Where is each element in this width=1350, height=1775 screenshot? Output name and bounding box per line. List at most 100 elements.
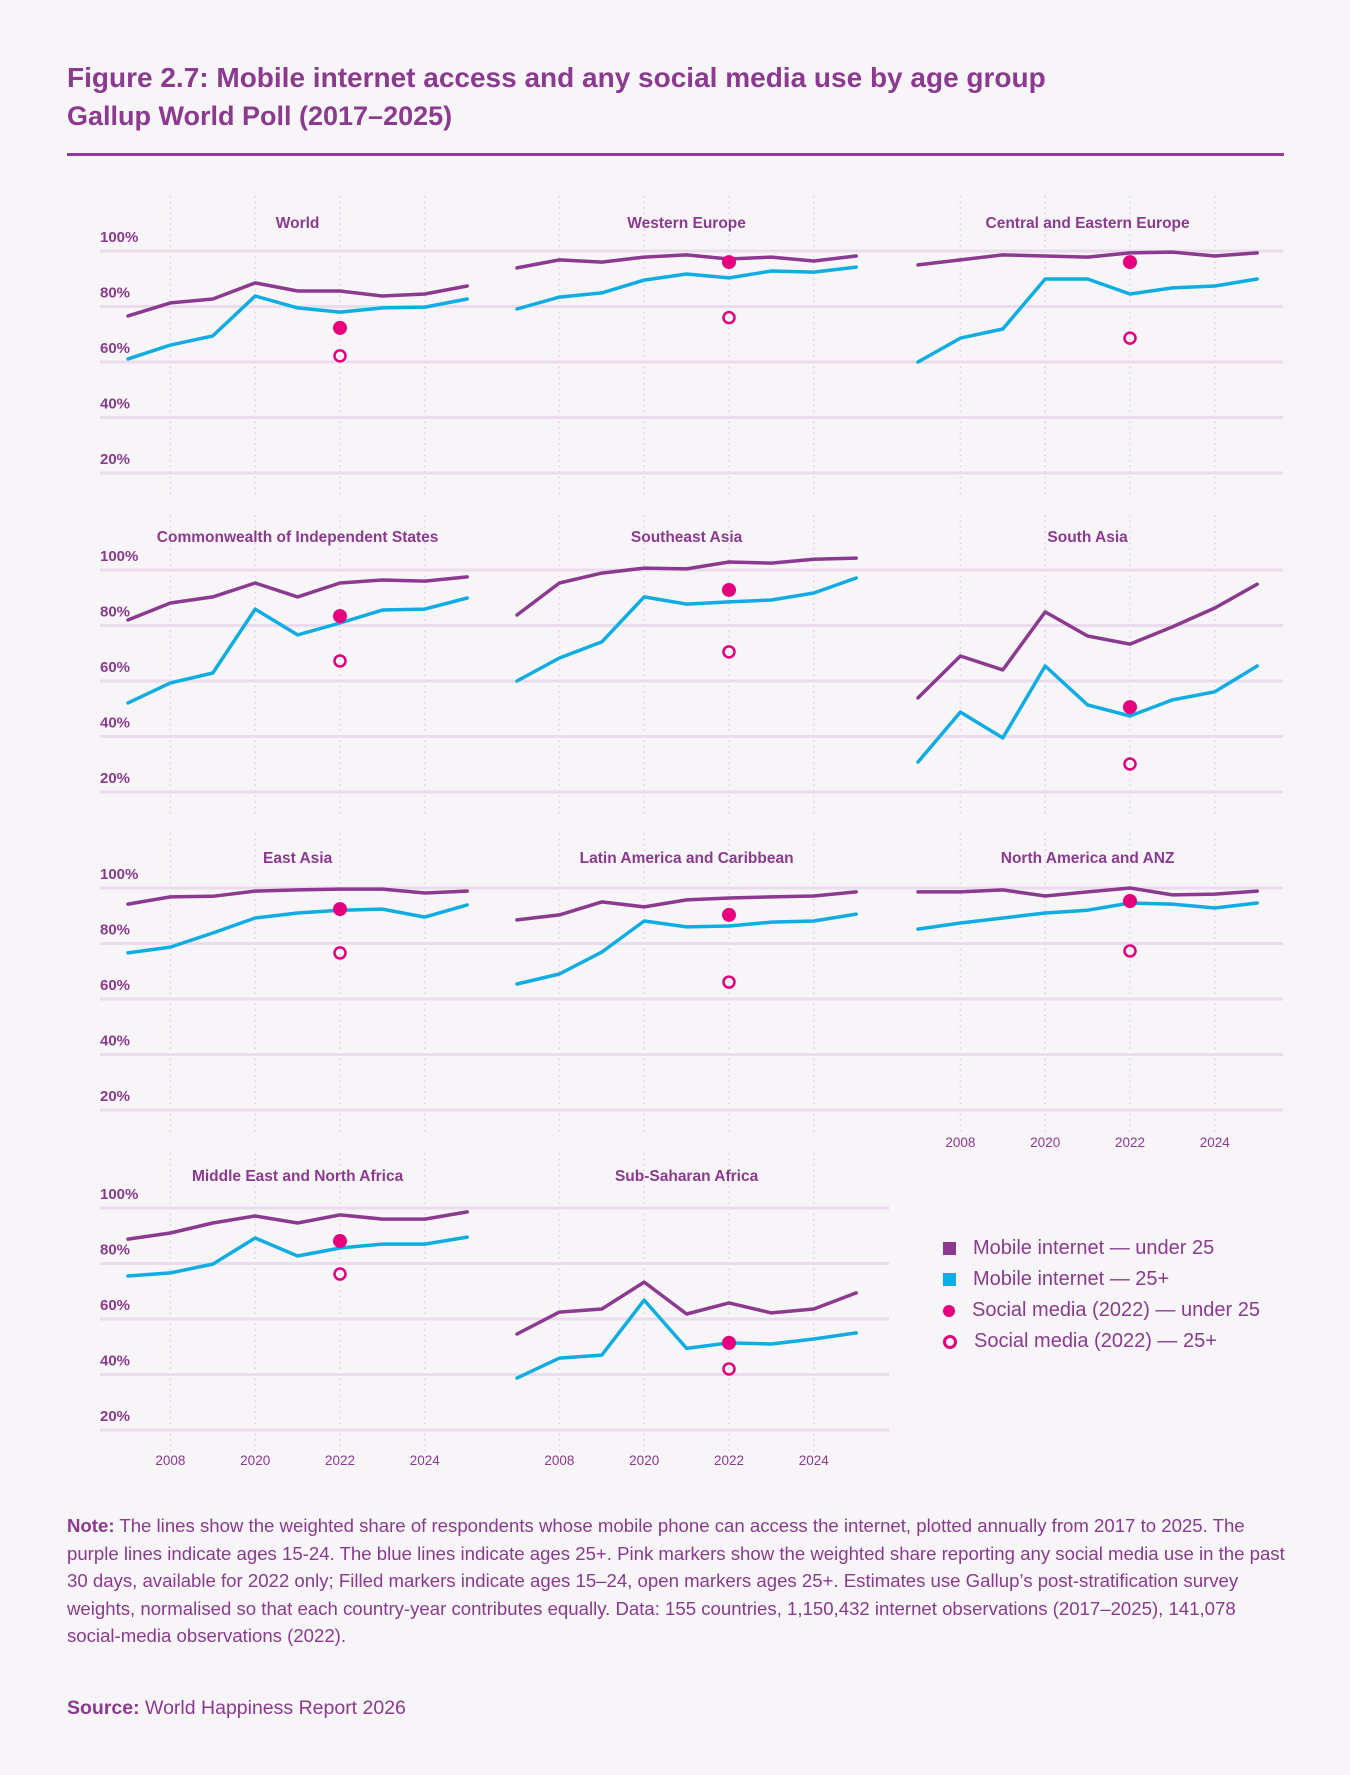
marker-social-under25 xyxy=(1123,700,1137,715)
line-mobile-under25 xyxy=(916,250,1259,267)
marker-social-25plus xyxy=(333,1267,347,1281)
x-tick-label: 2008 xyxy=(945,1135,975,1150)
line-mobile-under25 xyxy=(916,582,1259,700)
marker-social-under25 xyxy=(333,1234,347,1249)
open-dot-icon xyxy=(943,1334,957,1349)
marker-social-under25 xyxy=(722,907,736,922)
line-mobile-25plus xyxy=(916,277,1259,364)
marker-social-25plus xyxy=(333,946,347,960)
legend-label: Social media (2022) — under 25 xyxy=(972,1299,1260,1321)
line-mobile-25plus xyxy=(126,903,469,955)
marker-social-under25 xyxy=(722,255,736,270)
line-mobile-under25 xyxy=(126,281,469,318)
y-tick-label: 60% xyxy=(100,340,130,357)
square-marker-icon xyxy=(943,1242,956,1255)
marker-social-25plus xyxy=(333,654,347,668)
y-tick-label: 80% xyxy=(100,922,130,939)
panel-southeast-asia: Southeast Asia xyxy=(515,529,858,683)
marker-social-under25 xyxy=(1123,894,1137,909)
x-tick-label: 2008 xyxy=(544,1453,574,1468)
y-tick-label: 40% xyxy=(100,1353,130,1370)
line-mobile-25plus xyxy=(515,576,858,683)
legend: Mobile internet — under 25 Mobile intern… xyxy=(943,1233,1260,1357)
x-tick-label: 2020 xyxy=(1030,1135,1060,1150)
source-text: World Happiness Report 2026 xyxy=(139,1697,406,1719)
panel-sub-saharan-africa: Sub-Saharan Africa xyxy=(515,1168,858,1380)
panel-world: World xyxy=(126,215,469,363)
line-mobile-25plus xyxy=(126,294,469,361)
x-tick-label: 2008 xyxy=(155,1453,185,1468)
y-tick-label: 80% xyxy=(100,285,130,302)
y-tick-label: 40% xyxy=(100,715,130,732)
x-tick-label: 2022 xyxy=(325,1453,355,1468)
panel-commonwealth-of-independent-states: Commonwealth of Independent States xyxy=(126,529,469,705)
line-mobile-under25 xyxy=(515,1280,858,1336)
y-tick-label: 100% xyxy=(100,548,138,565)
square-marker-icon xyxy=(943,1273,956,1286)
legend-item-mobile-25plus: Mobile internet — 25+ xyxy=(943,1264,1260,1295)
marker-social-under25 xyxy=(722,1335,736,1350)
marker-social-under25 xyxy=(1123,255,1137,270)
legend-item-mobile-under25: Mobile internet — under 25 xyxy=(943,1233,1260,1264)
panel-east-asia: East Asia xyxy=(126,850,469,960)
figure-subtitle: Gallup World Poll (2017–2025) xyxy=(67,101,453,131)
filled-dot-icon xyxy=(943,1304,955,1317)
marker-social-under25 xyxy=(333,902,347,917)
line-mobile-25plus xyxy=(126,1235,469,1278)
marker-social-25plus xyxy=(1123,331,1137,345)
marker-social-under25 xyxy=(333,609,347,624)
line-mobile-under25 xyxy=(515,253,858,270)
marker-social-25plus xyxy=(1123,757,1137,771)
y-tick-label: 80% xyxy=(100,1242,130,1259)
line-mobile-under25 xyxy=(515,556,858,617)
line-mobile-25plus xyxy=(916,664,1259,764)
legend-label: Mobile internet — 25+ xyxy=(973,1268,1170,1290)
x-tick-label: 2024 xyxy=(1200,1135,1231,1150)
panel-north-america-and-anz: North America and ANZ xyxy=(916,850,1259,958)
y-tick-label: 60% xyxy=(100,1297,130,1314)
y-tick-label: 20% xyxy=(100,1408,130,1425)
panel-title: Middle East and North Africa xyxy=(192,1168,404,1185)
line-mobile-under25 xyxy=(126,887,469,906)
line-mobile-25plus xyxy=(515,1298,858,1380)
panel-title: Southeast Asia xyxy=(631,529,743,546)
panel-title: North America and ANZ xyxy=(1001,850,1175,867)
panel-south-asia: South Asia xyxy=(916,529,1259,771)
marker-social-under25 xyxy=(333,320,347,335)
small-multiples-chart: 100% 80% 60% 40% 20% 100% 80% 60% 40% 20% 100% 80% 6… xyxy=(100,196,1283,1468)
line-mobile-under25 xyxy=(126,1210,469,1241)
marker-social-25plus xyxy=(722,645,736,659)
x-tick-label: 2024 xyxy=(410,1453,441,1468)
panel-title: Latin America and Caribbean xyxy=(580,850,794,867)
panel-title: World xyxy=(276,215,320,232)
legend-label: Mobile internet — under 25 xyxy=(973,1237,1215,1259)
panel-title: East Asia xyxy=(263,850,333,867)
x-tick-label: 2022 xyxy=(714,1453,744,1468)
title-divider xyxy=(67,153,1284,156)
line-mobile-25plus xyxy=(126,596,469,705)
panel-title: Central and Eastern Europe xyxy=(986,215,1191,232)
x-tick-label: 2020 xyxy=(629,1453,659,1468)
y-tick-label: 60% xyxy=(100,977,130,994)
y-tick-label: 100% xyxy=(100,866,138,883)
panel-title: Western Europe xyxy=(627,215,746,232)
y-tick-label: 100% xyxy=(100,229,138,246)
panel-middle-east-and-north-africa: Middle East and North Africa xyxy=(126,1168,469,1281)
legend-item-social-under25: Social media (2022) — under 25 xyxy=(943,1295,1260,1326)
line-mobile-under25 xyxy=(916,886,1259,898)
source-label: Source: xyxy=(67,1697,140,1719)
x-tick-label: 2020 xyxy=(240,1453,270,1468)
line-mobile-under25 xyxy=(126,575,469,622)
figure-title: Figure 2.7: Mobile internet access and a… xyxy=(67,62,1046,93)
marker-social-25plus xyxy=(722,975,736,989)
y-tick-label: 20% xyxy=(100,770,130,787)
legend-item-social-25plus: Social media (2022) — 25+ xyxy=(943,1326,1260,1357)
marker-social-25plus xyxy=(1123,944,1137,958)
note-label: Note: xyxy=(67,1515,115,1536)
marker-social-25plus xyxy=(722,310,736,325)
panel-title: Sub-Saharan Africa xyxy=(615,1168,759,1185)
panel-title: South Asia xyxy=(1047,529,1128,546)
panel-central-and-eastern-europe: Central and Eastern Europe xyxy=(916,215,1259,364)
legend-label: Social media (2022) — 25+ xyxy=(974,1330,1217,1352)
y-tick-label: 20% xyxy=(100,451,130,468)
